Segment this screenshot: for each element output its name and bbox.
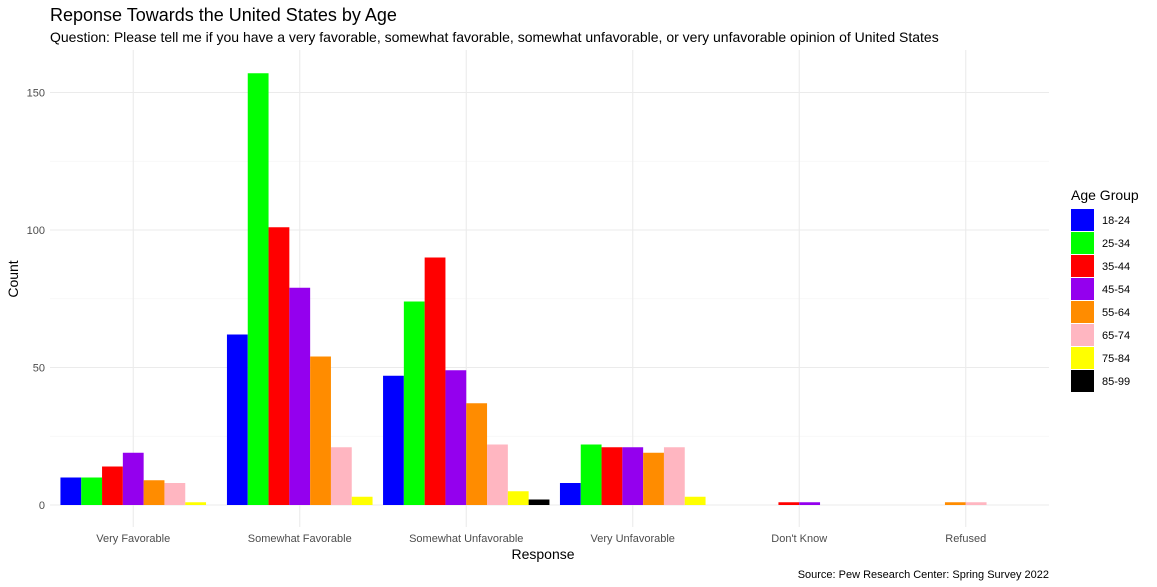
- x-tick-label: Don't Know: [771, 533, 827, 545]
- bar-65-74: [330, 447, 352, 505]
- bar-25-34: [81, 477, 103, 505]
- legend-label: 18-24: [1102, 215, 1130, 227]
- bar-45-54: [445, 370, 467, 505]
- x-tick-label: Refused: [945, 533, 986, 545]
- bar-25-34: [580, 444, 602, 505]
- legend: Age Group 18-24 25-34 35-44 45-54 55-64 65-74…: [1071, 187, 1139, 392]
- bar-85-99: [528, 499, 550, 505]
- bar-45-54: [289, 287, 311, 505]
- bar-75-84: [351, 496, 373, 505]
- legend-key-18-24: [1071, 209, 1094, 231]
- bar-55-64: [643, 452, 664, 505]
- bar-65-74: [965, 502, 987, 505]
- legend-label: 65-74: [1102, 330, 1130, 342]
- legend-key-35-44: [1071, 255, 1094, 277]
- bar-35-44: [424, 257, 446, 505]
- bar-18-24: [60, 477, 82, 505]
- bar-75-84: [507, 491, 529, 505]
- x-axis-ticks: Very Favorable Somewhat Favorable Somewhat…: [96, 533, 986, 545]
- chart-title: Reponse Towards the United States by Age: [50, 5, 397, 25]
- bar-55-64: [466, 403, 488, 505]
- bar-35-44: [778, 502, 800, 505]
- legend-label: 25-34: [1102, 238, 1130, 250]
- x-axis-title: Response: [511, 546, 574, 562]
- y-axis-ticks: 0 50 100 150: [27, 88, 45, 513]
- bar-55-64: [143, 480, 165, 505]
- legend-label: 45-54: [1102, 284, 1130, 296]
- bar-45-54: [622, 447, 644, 505]
- bar-75-84: [185, 502, 207, 505]
- bar-35-44: [268, 227, 290, 505]
- bar-25-34: [247, 73, 269, 505]
- x-tick-label: Very Favorable: [96, 533, 170, 545]
- legend-key-75-84: [1071, 347, 1094, 369]
- bars: [60, 73, 987, 505]
- bar-45-54: [122, 452, 144, 505]
- legend-key-55-64: [1071, 301, 1094, 323]
- y-axis-title: Count: [5, 260, 21, 297]
- legend-key-65-74: [1071, 324, 1094, 346]
- bar-18-24: [383, 375, 404, 505]
- legend-label: 75-84: [1102, 353, 1130, 365]
- bar-35-44: [601, 447, 623, 505]
- y-tick-label: 150: [27, 88, 45, 100]
- legend-key-45-54: [1071, 278, 1094, 300]
- bar-65-74: [164, 483, 186, 505]
- x-tick-label: Very Unfavorable: [591, 533, 675, 545]
- legend-label: 35-44: [1102, 261, 1130, 273]
- grid-lines: [50, 50, 1049, 527]
- bar-25-34: [403, 301, 425, 505]
- bar-65-74: [487, 444, 508, 505]
- x-tick-label: Somewhat Favorable: [248, 533, 352, 545]
- legend-label: 55-64: [1102, 307, 1130, 319]
- y-tick-label: 0: [39, 500, 45, 512]
- chart-caption: Source: Pew Research Center: Spring Surv…: [798, 569, 1049, 581]
- legend-title: Age Group: [1071, 187, 1139, 203]
- legend-key-25-34: [1071, 232, 1094, 254]
- bar-18-24: [559, 483, 581, 505]
- bar-35-44: [102, 466, 123, 505]
- x-tick-label: Somewhat Unfavorable: [409, 533, 523, 545]
- bar-75-84: [684, 496, 706, 505]
- bar-45-54: [799, 502, 821, 505]
- y-tick-label: 50: [33, 363, 45, 375]
- bar-55-64: [310, 356, 331, 505]
- legend-key-85-99: [1071, 370, 1094, 392]
- bar-55-64: [944, 502, 966, 505]
- legend-label: 85-99: [1102, 376, 1130, 388]
- y-tick-label: 100: [27, 225, 45, 237]
- bar-65-74: [663, 447, 685, 505]
- chart-subtitle: Question: Please tell me if you have a v…: [50, 29, 939, 45]
- bar-18-24: [226, 334, 248, 505]
